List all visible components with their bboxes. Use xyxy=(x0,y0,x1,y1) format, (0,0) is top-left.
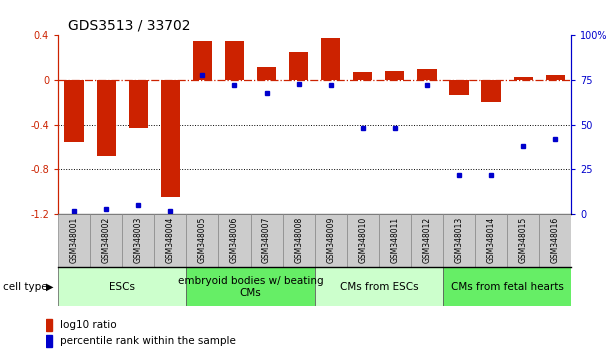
Bar xyxy=(155,214,186,267)
Text: log10 ratio: log10 ratio xyxy=(60,320,116,330)
Bar xyxy=(186,214,219,267)
Bar xyxy=(58,214,90,267)
Text: GSM348005: GSM348005 xyxy=(198,216,207,263)
Bar xyxy=(315,214,347,267)
Text: cell type: cell type xyxy=(3,282,48,292)
Bar xyxy=(251,214,283,267)
Text: GSM348015: GSM348015 xyxy=(519,217,528,263)
Bar xyxy=(283,214,315,267)
Bar xyxy=(475,214,507,267)
Text: GSM348007: GSM348007 xyxy=(262,216,271,263)
Text: GSM348011: GSM348011 xyxy=(390,217,400,263)
Bar xyxy=(507,214,540,267)
Text: CMs from fetal hearts: CMs from fetal hearts xyxy=(451,282,563,292)
Bar xyxy=(257,67,276,80)
Text: GSM348016: GSM348016 xyxy=(551,217,560,263)
Text: GSM348010: GSM348010 xyxy=(358,217,367,263)
Text: ESCs: ESCs xyxy=(109,282,135,292)
Text: GDS3513 / 33702: GDS3513 / 33702 xyxy=(68,19,191,33)
Text: CMs from ESCs: CMs from ESCs xyxy=(340,282,418,292)
Bar xyxy=(315,267,443,306)
Text: GSM348014: GSM348014 xyxy=(486,217,496,263)
Bar xyxy=(386,71,404,80)
Bar xyxy=(289,52,309,80)
Text: GSM348009: GSM348009 xyxy=(326,216,335,263)
Bar xyxy=(161,80,180,198)
Text: GSM348008: GSM348008 xyxy=(294,217,303,263)
Bar xyxy=(90,214,122,267)
Bar xyxy=(417,69,436,80)
Bar xyxy=(46,319,53,331)
Text: percentile rank within the sample: percentile rank within the sample xyxy=(60,336,236,346)
Bar xyxy=(353,72,373,80)
Text: GSM348003: GSM348003 xyxy=(134,216,143,263)
Text: GSM348002: GSM348002 xyxy=(101,217,111,263)
Bar xyxy=(219,214,251,267)
Bar xyxy=(186,267,315,306)
Bar xyxy=(122,214,155,267)
Bar xyxy=(347,214,379,267)
Text: GSM348013: GSM348013 xyxy=(455,217,464,263)
Text: ▶: ▶ xyxy=(46,282,54,292)
Bar xyxy=(514,77,533,80)
Bar xyxy=(58,267,186,306)
Text: GSM348012: GSM348012 xyxy=(422,217,431,263)
Text: GSM348006: GSM348006 xyxy=(230,216,239,263)
Bar xyxy=(546,74,565,80)
Bar xyxy=(193,41,212,80)
Bar xyxy=(97,80,116,156)
Bar xyxy=(411,214,443,267)
Bar xyxy=(481,80,501,102)
Bar xyxy=(225,41,244,80)
Text: embryoid bodies w/ beating
CMs: embryoid bodies w/ beating CMs xyxy=(178,276,323,298)
Bar xyxy=(443,214,475,267)
Bar xyxy=(321,38,340,80)
Bar xyxy=(129,80,148,128)
Text: GSM348004: GSM348004 xyxy=(166,216,175,263)
Bar xyxy=(46,335,53,347)
Bar xyxy=(450,80,469,95)
Bar xyxy=(379,214,411,267)
Bar xyxy=(65,80,84,142)
Text: GSM348001: GSM348001 xyxy=(70,217,79,263)
Bar xyxy=(540,214,571,267)
Bar xyxy=(443,267,571,306)
